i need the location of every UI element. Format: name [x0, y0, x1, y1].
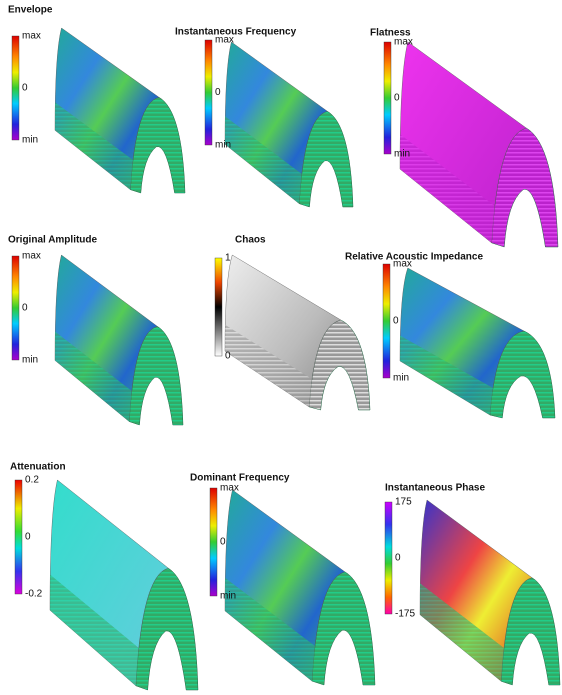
colorbar-label: 0 — [220, 537, 226, 548]
colorbar — [15, 480, 22, 594]
panel-title: Relative Acoustic Impedance — [345, 252, 483, 263]
colorbar-label: min — [394, 149, 410, 160]
colorbar-label: 0.2 — [25, 475, 39, 486]
colorbar — [383, 264, 390, 378]
panel-title: Chaos — [235, 235, 266, 246]
colorbar — [384, 42, 391, 154]
panel-title: Original Amplitude — [8, 235, 98, 246]
colorbar-label: min — [215, 140, 231, 151]
colorbar-label: -0.2 — [25, 589, 43, 600]
colorbar-label: min — [220, 591, 236, 602]
colorbar-label: 0 — [394, 93, 400, 104]
colorbar-label: max — [215, 35, 234, 46]
colorbar — [12, 256, 19, 360]
colorbar-label: 0 — [22, 83, 28, 94]
colorbar-label: 1 — [225, 253, 231, 264]
colorbar-label: min — [393, 373, 409, 384]
panel-title: Instantaneous Frequency — [175, 27, 297, 38]
panel-title: Attenuation — [10, 462, 66, 473]
colorbar-label: 0 — [215, 87, 221, 98]
colorbar-label: max — [22, 251, 41, 262]
colorbar-label: max — [394, 37, 413, 48]
colorbar-label: min — [22, 355, 38, 366]
panel-title: Dominant Frequency — [190, 473, 290, 484]
panel-title: Instantaneous Phase — [385, 483, 485, 494]
colorbar-label: 0 — [225, 351, 231, 362]
colorbar-label: 0 — [393, 316, 399, 327]
colorbar-label: max — [22, 31, 41, 42]
colorbar — [210, 488, 217, 596]
colorbar-label: max — [220, 483, 239, 494]
colorbar-label: max — [393, 259, 412, 270]
colorbar — [12, 36, 19, 140]
colorbar — [205, 40, 212, 145]
figure: Envelopemax0minInstantaneous Frequencyma… — [0, 0, 562, 695]
panel-title: Envelope — [8, 5, 53, 16]
colorbar-label: -175 — [395, 609, 415, 620]
colorbar-label: 175 — [395, 497, 412, 508]
colorbar-label: 0 — [25, 532, 31, 543]
colorbar-label: 0 — [22, 303, 28, 314]
colorbar-label: 0 — [395, 553, 401, 564]
colorbar — [385, 502, 392, 614]
colorbar-label: min — [22, 135, 38, 146]
colorbar — [215, 258, 222, 356]
